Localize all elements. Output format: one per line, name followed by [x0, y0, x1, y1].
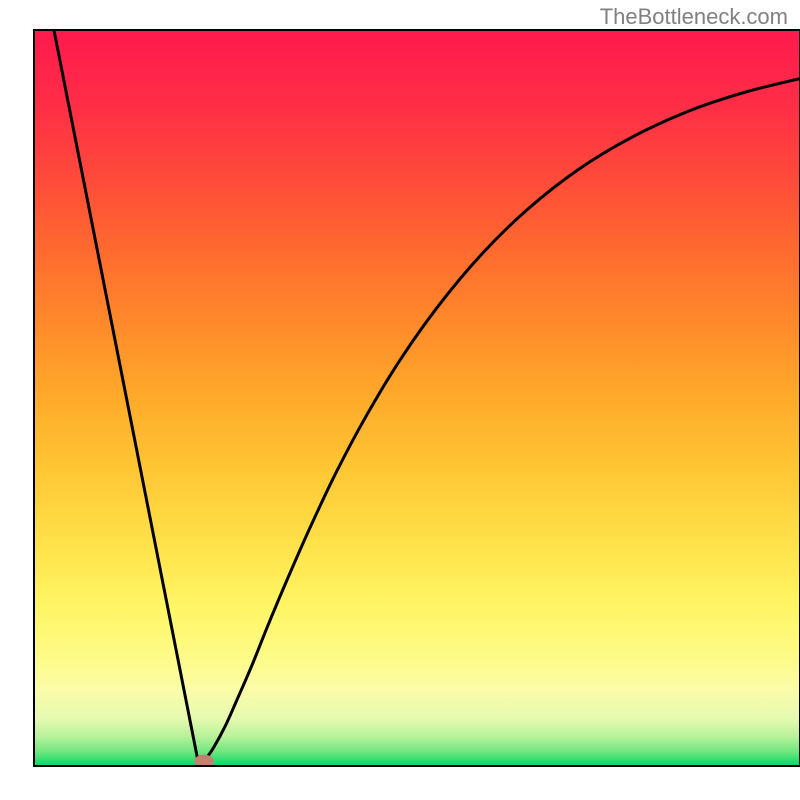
bottleneck-chart	[0, 0, 800, 800]
gradient-background	[34, 30, 800, 766]
attribution-text: TheBottleneck.com	[600, 4, 788, 30]
plot-area	[34, 30, 800, 769]
chart-container: TheBottleneck.com	[0, 0, 800, 800]
